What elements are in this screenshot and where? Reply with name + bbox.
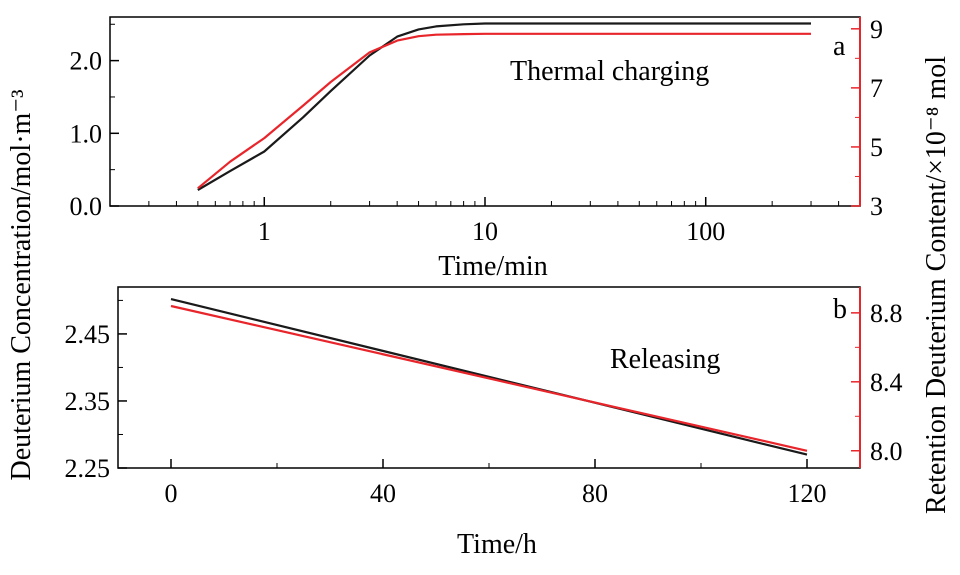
panel-b-y-left-tick-label: 2.25 <box>65 454 111 483</box>
panel-b-y-left-tick-label: 2.35 <box>65 387 111 416</box>
panel-a-annotation: Thermal charging <box>510 56 709 87</box>
panel-a-x-axis-title: Time/min <box>438 251 547 282</box>
panel-b-letter: b <box>833 294 847 325</box>
right-axis-title: Retention Deuterium Content/×10⁻⁸ mol <box>921 56 952 514</box>
panel-a-y-left-tick-label: 1.0 <box>70 119 103 148</box>
panel-b-y-right-tick-label: 8.8 <box>870 299 903 328</box>
panel-a-y-right-tick-label: 7 <box>870 74 883 103</box>
panel-a: 1 10 100 0.0 1.0 2.0 3 5 7 9 Thermal charging a T… <box>70 15 884 282</box>
panel-a-x-tick-label: 10 <box>472 217 498 246</box>
panel-b-x-axis-title: Time/h <box>457 529 537 560</box>
panel-b-x-tick-label: 40 <box>370 479 396 508</box>
panel-a-y-right-tick-label: 9 <box>870 15 883 44</box>
panel-b-y-right-tick-label: 8.0 <box>870 437 903 466</box>
panel-b-series-black-concentration-line <box>170 298 808 456</box>
panel-a-frame <box>109 16 861 207</box>
panel-a-y-right-tick-label: 5 <box>870 133 883 162</box>
panel-a-x-tick-label: 1 <box>258 217 271 246</box>
panel-b-y-right-tick-label: 8.4 <box>870 368 903 397</box>
panel-a-y-left-tick-label: 2.0 <box>70 47 103 76</box>
left-axis-title: Deuterium Concentration/mol·m⁻³ <box>6 90 37 481</box>
panel-a-series-black-concentration-line <box>197 22 811 191</box>
panel-b-annotation: Releasing <box>610 344 720 375</box>
panel-b-x-tick-label: 80 <box>582 479 608 508</box>
panel-b-series-red-retention-line <box>170 304 808 452</box>
panel-a-y-left-tick-label: 0.0 <box>70 192 103 221</box>
panel-b-y-left-tick-label: 2.45 <box>65 320 111 349</box>
panel-b-x-tick-label: 0 <box>165 479 178 508</box>
panel-a-series-red-retention-line <box>197 32 811 190</box>
panel-a-x-tick-label: 100 <box>686 217 725 246</box>
panel-a-letter: a <box>833 31 846 62</box>
panel-a-y-right-tick-label: 3 <box>870 192 883 221</box>
panel-b-x-tick-label: 120 <box>788 479 827 508</box>
